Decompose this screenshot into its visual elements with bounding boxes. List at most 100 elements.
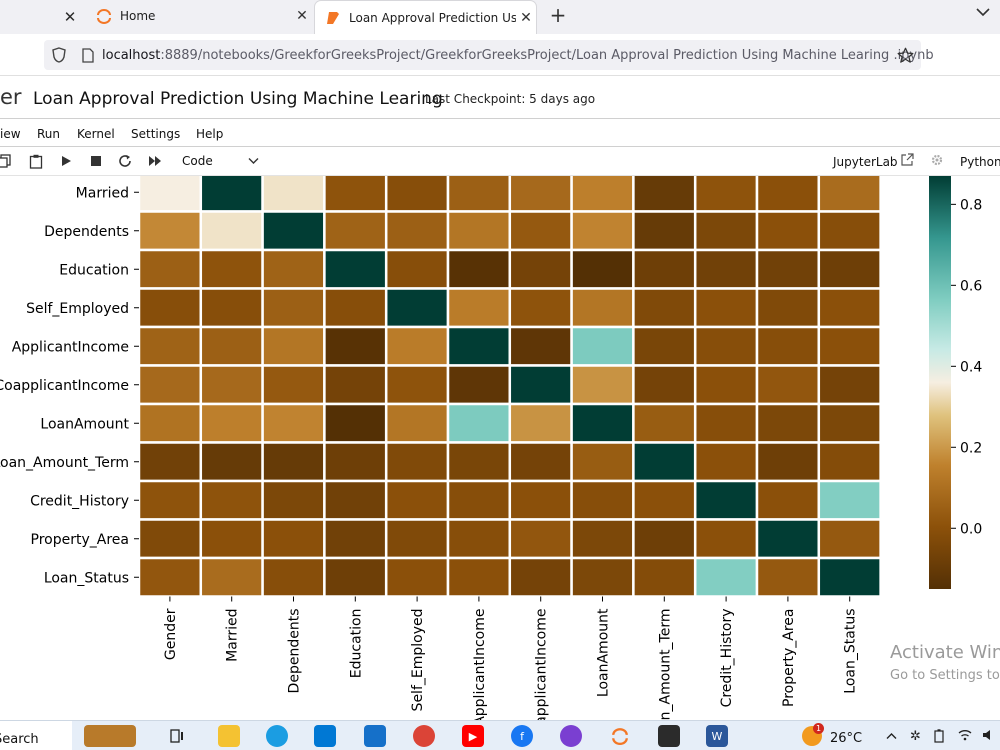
last-checkpoint: Last Checkpoint: 5 days ago: [425, 92, 596, 106]
microsoft-store-icon[interactable]: [314, 725, 336, 747]
heatmap-cell: [570, 210, 635, 252]
menu-help[interactable]: Help: [196, 127, 224, 141]
heatmap-cell: [817, 364, 882, 406]
paste-icon[interactable]: [28, 153, 44, 169]
heatmap-cell: [508, 325, 573, 367]
heatmap-cell: [384, 210, 450, 252]
heatmap-cell: [508, 176, 573, 213]
heatmap-cell: [755, 176, 821, 213]
heatmap-cell: [384, 479, 450, 521]
mail-icon[interactable]: [364, 725, 386, 747]
list-all-tabs-icon[interactable]: [973, 6, 993, 26]
heatmap-cell: [384, 176, 450, 213]
menu-view[interactable]: iew: [0, 127, 21, 141]
heatmap-cell: [323, 210, 388, 252]
navigation-bar: localhost:8889/notebooks/GreekforGreeksP…: [0, 34, 1000, 76]
open-jupyterlab-link[interactable]: JupyterLab: [833, 155, 898, 169]
close-tab-icon[interactable]: ✕: [296, 7, 308, 24]
heatmap-cell: [755, 518, 821, 560]
chrome-icon[interactable]: [413, 725, 435, 747]
chevron-up-icon[interactable]: [886, 729, 897, 744]
cell-type-select[interactable]: Code: [182, 154, 262, 170]
heatmap-cell: [137, 287, 203, 329]
heatmap-cell: [384, 441, 450, 483]
edge-browser-icon[interactable]: [266, 725, 288, 747]
heatmap-cell: [137, 325, 203, 367]
address-bar[interactable]: localhost:8889/notebooks/GreekforGreeksP…: [44, 40, 934, 70]
file-explorer-icon[interactable]: [218, 725, 240, 747]
heatmap-cell: [446, 518, 512, 560]
activate-windows-subtitle: Go to Settings to activate Windows.: [890, 668, 1000, 683]
heatmap-cell: [261, 325, 326, 367]
facebook-icon[interactable]: f: [511, 725, 533, 747]
heatmap-cell: [199, 441, 264, 483]
heatmap-cell: [384, 402, 450, 444]
restart-run-all-icon[interactable]: [147, 153, 163, 169]
tab-home[interactable]: Home ✕: [86, 0, 312, 31]
y-tick-label: Loan_Status: [44, 570, 129, 586]
heatmap-cell: [384, 518, 450, 560]
word-icon[interactable]: W: [706, 725, 728, 747]
heatmap-cell: [261, 441, 326, 483]
heatmap-cell: [137, 556, 203, 598]
firefox-icon[interactable]: [560, 725, 582, 747]
task-view-icon[interactable]: [166, 725, 188, 747]
heatmap-cell: [446, 441, 512, 483]
copy-icon[interactable]: [0, 153, 12, 169]
y-tick-label: CoapplicantIncome: [0, 378, 129, 394]
heatmap-cell: [570, 176, 635, 213]
cell-type-value: Code: [182, 154, 213, 168]
heatmap-cell: [508, 402, 573, 444]
heatmap-cell: [323, 556, 388, 598]
restart-kernel-icon[interactable]: [117, 153, 133, 169]
heatmap-cell: [199, 287, 264, 329]
notebook-title[interactable]: Loan Approval Prediction Using Machine L…: [33, 89, 443, 109]
heatmap-cell: [323, 479, 388, 521]
terminal-icon[interactable]: [658, 725, 680, 747]
menu-run[interactable]: Run: [37, 127, 61, 141]
heatmap-cell: [693, 176, 759, 213]
new-tab-button[interactable]: +: [549, 3, 567, 27]
heatmap-cell: [199, 364, 264, 406]
heatmap-cell: [693, 441, 759, 483]
shield-icon[interactable]: [52, 47, 66, 63]
tab-notebook[interactable]: Loan Approval Prediction Using ✕: [315, 1, 536, 35]
search-highlight-image[interactable]: [84, 725, 136, 747]
heatmap-cell: [632, 479, 697, 521]
heatmap-cell: [199, 479, 264, 521]
volume-icon[interactable]: [982, 729, 994, 745]
youtube-icon[interactable]: ▶: [462, 725, 484, 747]
interrupt-kernel-icon[interactable]: [88, 153, 104, 169]
taskbar-search[interactable]: Search: [0, 721, 72, 750]
menu-kernel[interactable]: Kernel: [77, 127, 115, 141]
battery-icon[interactable]: [934, 729, 944, 747]
heatmap-cell: [755, 556, 821, 598]
run-cell-icon[interactable]: [58, 153, 74, 169]
heatmap-cell: [632, 402, 697, 444]
jupyter-taskbar-icon[interactable]: [609, 725, 631, 747]
brightness-icon[interactable]: ✲: [910, 729, 921, 744]
heatmap-cell: [755, 325, 821, 367]
temperature[interactable]: 26°C: [830, 731, 863, 746]
heatmap-cell: [632, 176, 697, 213]
heatmap-cell: [817, 325, 882, 367]
menu-settings[interactable]: Settings: [131, 127, 181, 141]
heatmap-cell: [137, 479, 203, 521]
heatmap-cell: [323, 402, 388, 444]
heatmap-cell: [384, 248, 450, 290]
heatmap-cell: [570, 402, 635, 444]
kernel-name[interactable]: Python: [960, 155, 1000, 169]
wifi-icon[interactable]: [958, 729, 972, 745]
page-info-icon[interactable]: [82, 47, 94, 63]
bookmark-star-icon[interactable]: [895, 45, 915, 65]
heatmap-cell: [384, 325, 450, 367]
jupyter-logo-text[interactable]: er: [0, 85, 22, 109]
close-tab-icon[interactable]: ✕: [63, 8, 77, 26]
external-link-icon[interactable]: [901, 153, 915, 167]
heatmap-cell: [199, 556, 264, 598]
heatmap-cell: [137, 210, 203, 252]
heatmap-cell: [570, 518, 635, 560]
close-tab-icon[interactable]: ✕: [520, 10, 532, 26]
heatmap-cell: [508, 518, 573, 560]
heatmap-cell: [693, 556, 759, 598]
